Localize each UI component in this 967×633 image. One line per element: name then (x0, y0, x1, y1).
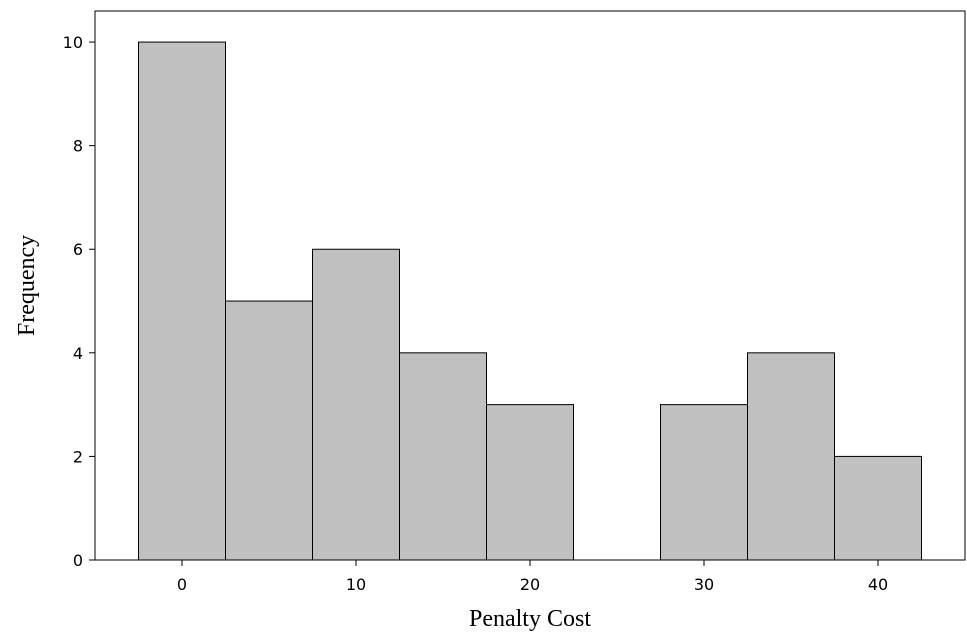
bar-bin-40 (834, 455, 922, 561)
bar-bin-10 (312, 248, 400, 561)
x-tick-label: 40 (868, 575, 888, 594)
x-tick-label: 0 (177, 575, 187, 594)
x-tick-label: 20 (520, 575, 540, 594)
plot-frame (94, 10, 966, 561)
x-axis: 0 10 20 30 40 (177, 560, 888, 594)
bar-bin-5 (225, 300, 313, 561)
y-tick-label: 4 (73, 344, 83, 363)
y-tick-label: 2 (73, 447, 83, 466)
y-tick-label: 0 (73, 551, 83, 570)
x-tick-label: 30 (694, 575, 714, 594)
y-tick-label: 10 (63, 33, 83, 52)
y-tick-label: 6 (73, 240, 83, 259)
bar-bin-20 (486, 404, 574, 561)
bar-bin-35 (747, 352, 835, 561)
x-axis-title: Penalty Cost (469, 606, 591, 632)
bar-bin-0 (138, 41, 226, 561)
bar-bin-15 (399, 352, 487, 561)
bar-bin-30 (660, 404, 748, 561)
y-axis-title: Frequency (14, 235, 40, 336)
bars-group (138, 41, 922, 561)
y-axis: 0 2 4 6 8 10 (63, 33, 95, 570)
x-tick-label: 10 (346, 575, 366, 594)
y-tick-label: 8 (73, 137, 83, 156)
